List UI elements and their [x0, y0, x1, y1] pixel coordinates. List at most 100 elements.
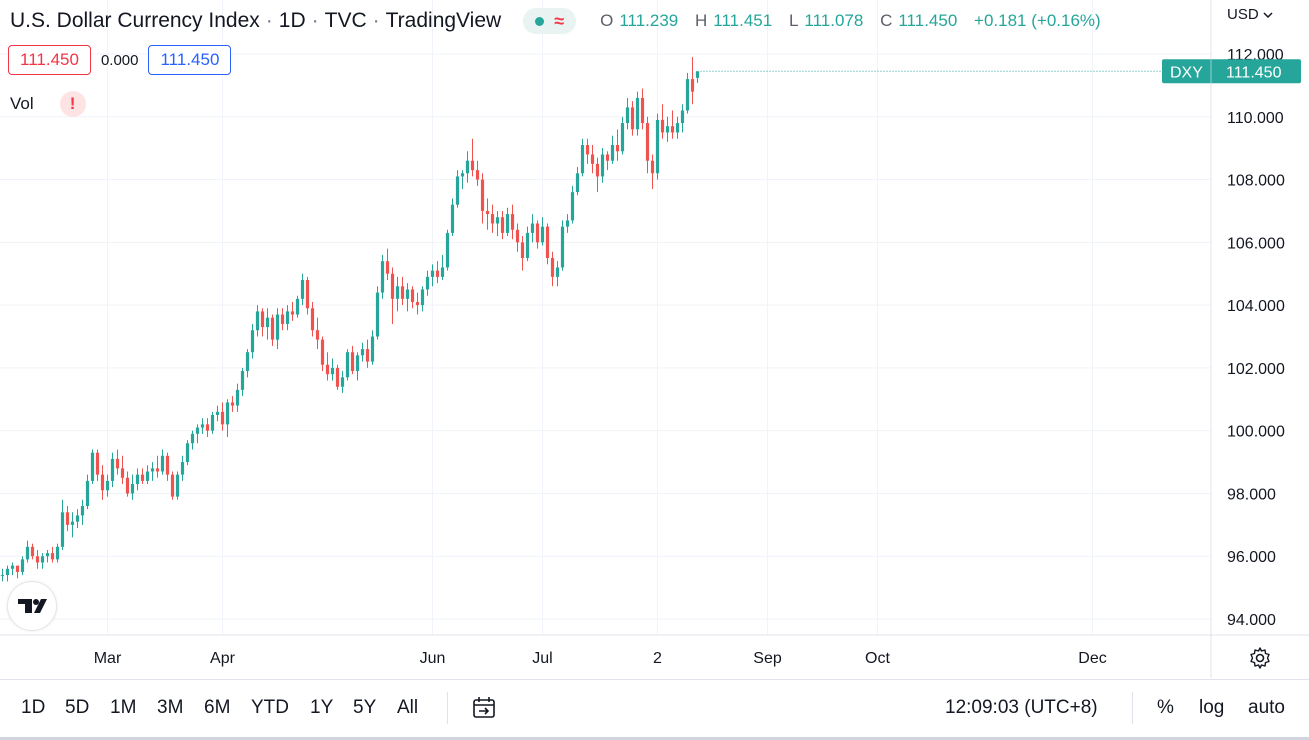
candle-body: [635, 97, 640, 130]
warning-icon[interactable]: !: [59, 91, 86, 117]
symbol-name[interactable]: U.S. Dollar Currency Index: [10, 9, 260, 32]
last-price-tag-price: 111.450: [1226, 64, 1282, 81]
price-axis[interactable]: 112.000110.000108.000106.000104.000102.0…: [1227, 47, 1285, 629]
candle-body: [310, 308, 315, 331]
gear-icon[interactable]: [1248, 646, 1272, 670]
candle-body: [60, 512, 65, 547]
candle-body: [580, 145, 585, 174]
range-button-1m[interactable]: 1M: [110, 697, 137, 718]
candle-body: [155, 468, 160, 472]
candle-body: [370, 336, 375, 362]
range-button-5d[interactable]: 5D: [65, 697, 90, 718]
time-axis-label: Sep: [753, 650, 782, 667]
symbol-interval[interactable]: 1D: [278, 9, 306, 32]
open-label: O: [600, 11, 614, 30]
range-button-ytd[interactable]: YTD: [251, 697, 289, 718]
candle-body: [505, 214, 510, 233]
candle-body: [360, 349, 365, 356]
candle-body: [305, 280, 310, 309]
candle-body: [495, 217, 500, 224]
candle-body: [330, 367, 335, 375]
candle-body: [85, 480, 90, 507]
price-axis-label: 108.000: [1227, 173, 1285, 190]
candle-body: [200, 424, 205, 428]
candle-body: [150, 468, 155, 472]
candle-body: [365, 349, 370, 362]
price-axis-label: 104.000: [1227, 298, 1285, 315]
clock-timezone[interactable]: 12:09:03 (UTC+8): [945, 697, 1098, 718]
candle-body: [185, 443, 190, 463]
range-button-5y[interactable]: 5Y: [353, 697, 377, 718]
market-open-dot-icon: [535, 16, 545, 26]
range-button-1d[interactable]: 1D: [21, 697, 46, 718]
candle-body: [445, 232, 450, 268]
candle-body: [290, 311, 295, 315]
spread-value: 0.000: [100, 51, 139, 69]
candle-body: [125, 477, 130, 494]
candle-body: [430, 270, 435, 277]
change-value: +0.181 (+0.16%): [974, 11, 1101, 30]
candle-body: [35, 556, 40, 563]
candle-body: [435, 270, 440, 277]
last-price-tag: DXY 111.450: [1162, 59, 1301, 84]
candle-body: [405, 289, 410, 299]
candle-body: [130, 484, 135, 494]
time-axis-label: Oct: [865, 650, 890, 667]
chevron-down-icon: [1263, 11, 1273, 18]
candle-body: [270, 317, 275, 340]
candle-body: [540, 226, 545, 243]
log-scale-toggle[interactable]: log: [1199, 697, 1225, 718]
candle-body: [10, 565, 15, 569]
candle-body: [565, 220, 570, 227]
candle-body: [220, 411, 225, 425]
candle-body: [650, 160, 655, 174]
candle-body: [500, 217, 505, 233]
candle-body: [135, 474, 140, 485]
candle-body: [425, 276, 430, 290]
candle-body: [20, 559, 25, 572]
candle-body: [30, 546, 35, 557]
time-axis-label: Dec: [1078, 650, 1106, 667]
range-button-3m[interactable]: 3M: [157, 697, 184, 718]
candle-body: [525, 232, 530, 259]
candle-body: [110, 458, 115, 481]
tradingview-logo-icon[interactable]: [7, 581, 57, 631]
range-button-6m[interactable]: 6M: [204, 697, 231, 718]
percent-scale-toggle[interactable]: %: [1157, 697, 1174, 718]
price-axis-label: 110.000: [1227, 110, 1284, 127]
time-axis[interactable]: Mar Apr Jun Jul 2 Sep Oct Dec: [94, 650, 1107, 667]
open-value: 111.239: [619, 11, 679, 30]
low-label: L: [788, 11, 799, 30]
candle-body: [670, 126, 675, 133]
candle-body: [655, 119, 660, 174]
candle-body: [380, 261, 385, 293]
buy-price-button[interactable]: 111.450: [148, 45, 232, 75]
candle-body: [530, 223, 535, 233]
candle-body: [515, 229, 520, 243]
candle-body: [50, 553, 55, 560]
candle-body: [15, 565, 20, 572]
range-button-all[interactable]: All: [397, 697, 419, 718]
candle-body: [625, 107, 630, 124]
candle-body: [415, 301, 420, 306]
candle-body: [545, 226, 550, 259]
calendar-goto-icon[interactable]: [471, 695, 497, 721]
last-price-tag-symbol: DXY: [1170, 64, 1203, 81]
candle-body: [25, 546, 30, 560]
candle-body: [685, 79, 690, 111]
tradingview-logo-glyph: [18, 599, 47, 613]
candle-body: [460, 173, 465, 177]
range-button-1y[interactable]: 1Y: [310, 697, 334, 718]
time-axis-label: Apr: [210, 650, 236, 667]
candle-body: [275, 314, 280, 340]
candle-body: [555, 267, 560, 277]
market-status-pill[interactable]: ≈: [523, 8, 577, 34]
candle-body: [325, 364, 330, 375]
candle-body: [100, 474, 105, 491]
candle-body: [695, 71, 700, 78]
currency-selector[interactable]: USD: [1227, 6, 1273, 23]
candle-body: [210, 414, 215, 431]
sell-price-button[interactable]: 111.450: [8, 45, 91, 75]
auto-scale-toggle[interactable]: auto: [1248, 697, 1285, 718]
